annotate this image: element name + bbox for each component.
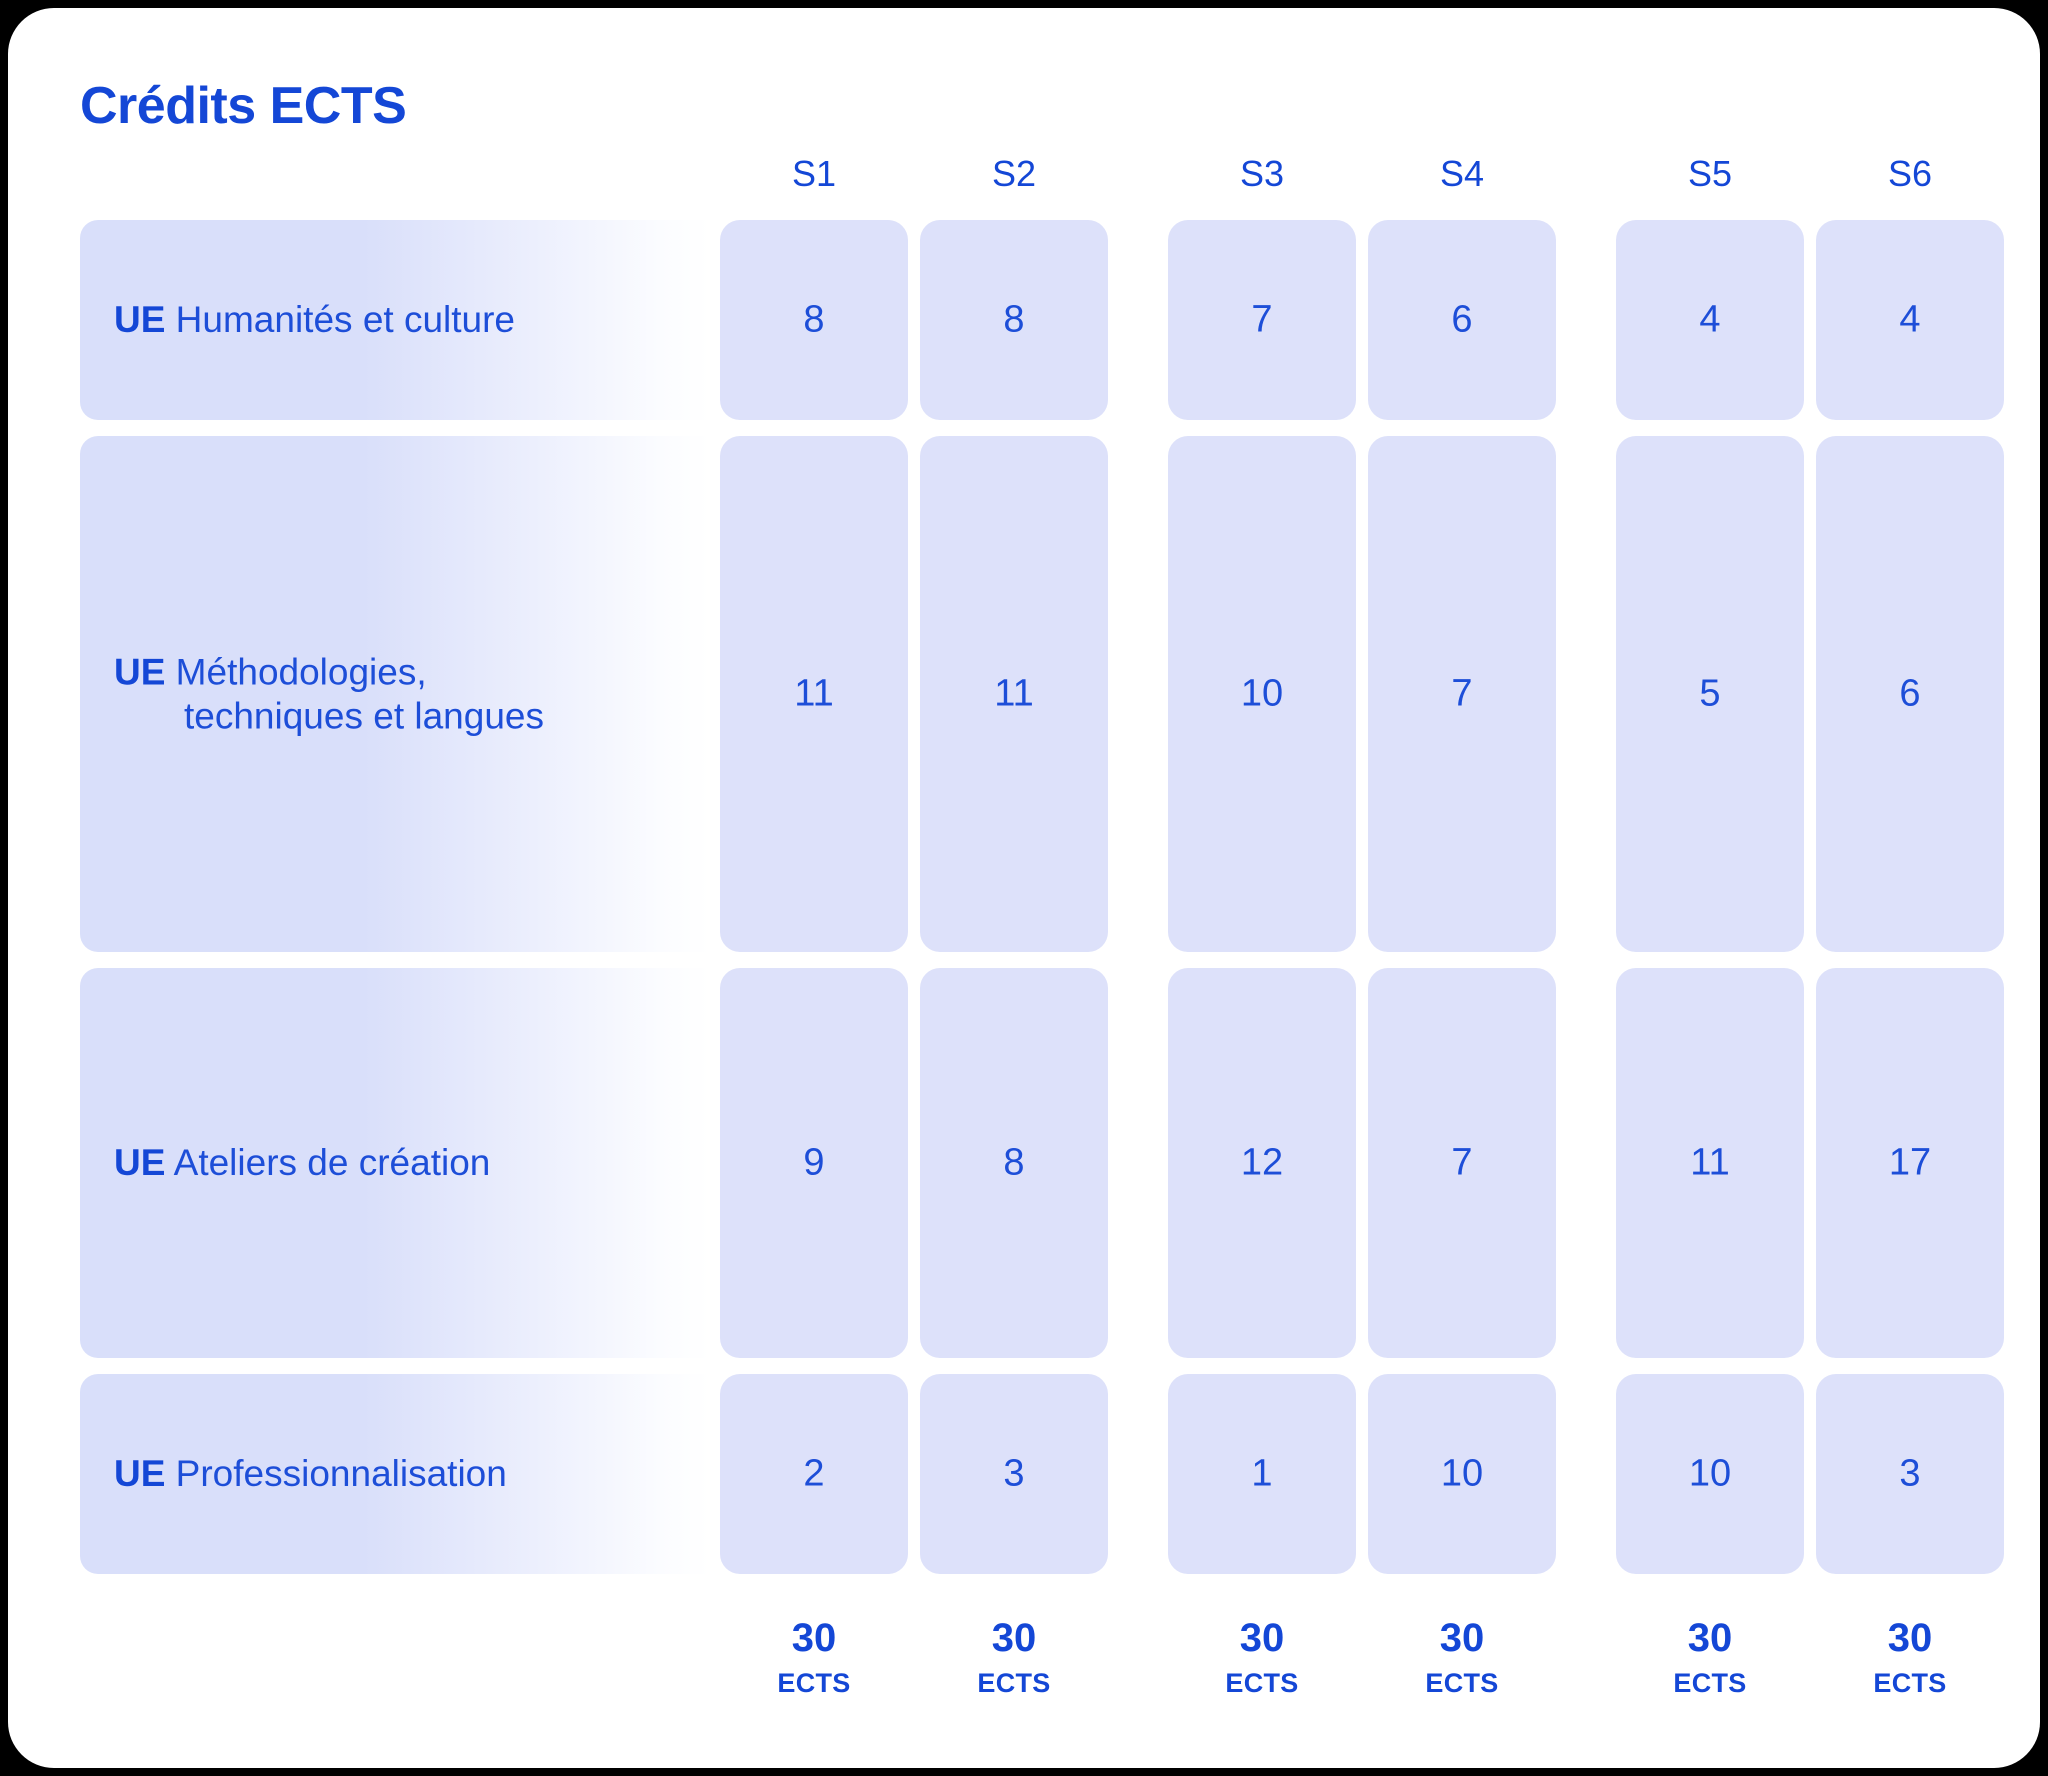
row-label-prefix: UE (114, 299, 166, 341)
ects-cell: 5 (1616, 436, 1804, 952)
column-total-unit: ECTS (1225, 1668, 1299, 1698)
ects-cell: 2 (720, 1374, 908, 1574)
column-total: 30 ECTS (1816, 1618, 2004, 1697)
column-total-unit: ECTS (1873, 1668, 1947, 1698)
column-total-value: 30 (1439, 1616, 1485, 1660)
column-total-value: 30 (991, 1616, 1037, 1660)
column-total: 30 ECTS (1368, 1618, 1556, 1697)
ects-value: 17 (1888, 1141, 1932, 1184)
ects-value: 11 (1690, 1141, 1730, 1184)
ects-cell: 6 (1816, 436, 2004, 952)
column-total-unit: ECTS (1673, 1668, 1747, 1698)
column-total: 30 ECTS (920, 1618, 1108, 1697)
ects-cell: 3 (920, 1374, 1108, 1574)
ects-value: 7 (1451, 1141, 1473, 1184)
row-label: UE Ateliers de création (114, 1142, 491, 1184)
column-header-s5: S5 (1687, 153, 1733, 194)
ects-cell: 8 (920, 220, 1108, 420)
ects-value: 8 (803, 298, 825, 341)
column-header-s3: S3 (1239, 153, 1285, 194)
row-label: UE Professionnalisation (114, 1453, 507, 1495)
ects-value: 12 (1240, 1141, 1284, 1184)
ects-value: 7 (1251, 298, 1273, 341)
ects-cell: 10 (1368, 1374, 1556, 1574)
ects-value: 10 (1440, 1452, 1484, 1495)
ects-cell: 9 (720, 968, 908, 1358)
row-label-prefix: UE (114, 1453, 166, 1495)
ects-cell: 8 (920, 968, 1108, 1358)
ects-value: 5 (1699, 672, 1721, 715)
row-label-bar (80, 1374, 710, 1574)
column-total-unit: ECTS (1425, 1668, 1499, 1698)
column-total-value: 30 (1239, 1616, 1285, 1660)
ects-cell: 10 (1616, 1374, 1804, 1574)
ects-cell: 4 (1616, 220, 1804, 420)
row-label: UE Méthodologies, techniques et langues (114, 650, 694, 737)
column-header-s1: S1 (791, 153, 837, 194)
ects-credits-card: Crédits ECTS S1 S2 S3 S4 S5 S6 UE Humanités et… (8, 8, 2040, 1768)
column-total-value: 30 (791, 1616, 837, 1660)
row-label-bar (80, 968, 710, 1358)
row-label-prefix: UE (114, 651, 166, 693)
ects-value: 10 (1240, 672, 1284, 715)
ects-value: 3 (1003, 1452, 1025, 1495)
ects-value: 6 (1451, 298, 1473, 341)
ects-value: 4 (1899, 298, 1921, 341)
row-label: UE Humanités et culture (114, 299, 516, 341)
ects-grid: S1 S2 S3 S4 S5 S6 UE Humanités et culture 8 8 7 6 4… (8, 8, 2040, 1768)
ects-value: 7 (1451, 672, 1473, 715)
ects-cell: 8 (720, 220, 908, 420)
ects-value: 11 (794, 672, 834, 715)
ects-value: 9 (803, 1141, 825, 1184)
ects-value: 3 (1899, 1452, 1921, 1495)
column-total-value: 30 (1687, 1616, 1733, 1660)
column-total: 30 ECTS (720, 1618, 908, 1697)
ects-cell: 7 (1368, 436, 1556, 952)
ects-cell: 12 (1168, 968, 1356, 1358)
column-total: 30 ECTS (1616, 1618, 1804, 1697)
column-total-unit: ECTS (777, 1668, 851, 1698)
ects-cell: 11 (1616, 968, 1804, 1358)
ects-cell: 3 (1816, 1374, 2004, 1574)
ects-value: 8 (1003, 298, 1025, 341)
column-header-s2: S2 (991, 153, 1037, 194)
ects-value: 2 (803, 1452, 825, 1495)
page-title: Crédits ECTS (80, 77, 407, 135)
ects-value: 6 (1899, 672, 1921, 715)
ects-value: 1 (1251, 1452, 1273, 1495)
column-total: 30 ECTS (1168, 1618, 1356, 1697)
row-label-prefix: UE (114, 1142, 166, 1184)
row-label-bar (80, 436, 710, 952)
ects-cell: 6 (1368, 220, 1556, 420)
ects-cell: 7 (1368, 968, 1556, 1358)
ects-cell: 11 (720, 436, 908, 952)
ects-cell: 11 (920, 436, 1108, 952)
ects-value: 4 (1699, 298, 1721, 341)
column-header-s4: S4 (1439, 153, 1485, 194)
row-label-line2: techniques et langues (184, 695, 544, 736)
ects-cell: 7 (1168, 220, 1356, 420)
column-header-s6: S6 (1887, 153, 1933, 194)
ects-value: 8 (1003, 1141, 1025, 1184)
ects-value: 10 (1688, 1452, 1732, 1495)
row-label-bar (80, 220, 710, 420)
ects-cell: 17 (1816, 968, 2004, 1358)
ects-cell: 10 (1168, 436, 1356, 952)
column-total-unit: ECTS (977, 1668, 1051, 1698)
ects-cell: 4 (1816, 220, 2004, 420)
column-total-value: 30 (1887, 1616, 1933, 1660)
ects-cell: 1 (1168, 1374, 1356, 1574)
ects-value: 11 (994, 672, 1034, 715)
